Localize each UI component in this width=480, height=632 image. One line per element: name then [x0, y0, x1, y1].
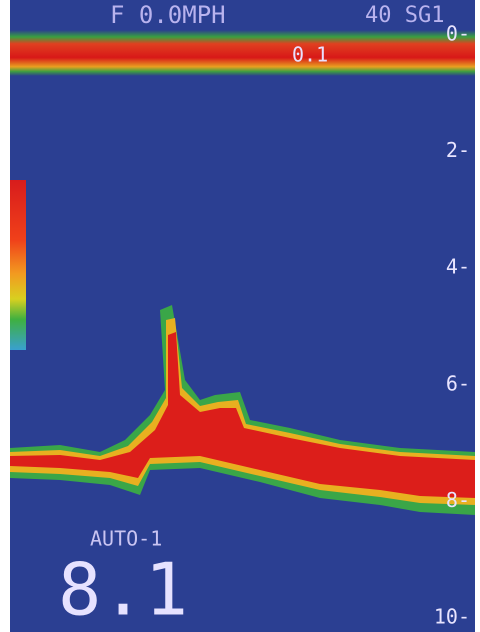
depth-scale-label: 10- [434, 605, 470, 629]
depth-scale-label: 8- [446, 488, 470, 512]
status-readout: 40 SG1 [365, 3, 444, 28]
depth-scale: 0- 2- 4- 6- 8- 10- [434, 22, 470, 629]
depth-scale-label: 0- [446, 22, 470, 46]
mode-label: AUTO-1 [90, 527, 162, 551]
depth-scale-label: 4- [446, 255, 470, 279]
bottom-echo-core [10, 332, 475, 498]
display-background [10, 0, 475, 632]
depth-scale-label: 2- [446, 138, 470, 162]
depth-reading: 8.1 [58, 548, 188, 632]
depth-scale-label: 6- [446, 371, 470, 395]
surface-label: 0.1 [292, 43, 328, 67]
color-scale [10, 180, 26, 350]
speed-readout: F 0.0MPH [110, 1, 226, 29]
surface-return [10, 30, 475, 76]
